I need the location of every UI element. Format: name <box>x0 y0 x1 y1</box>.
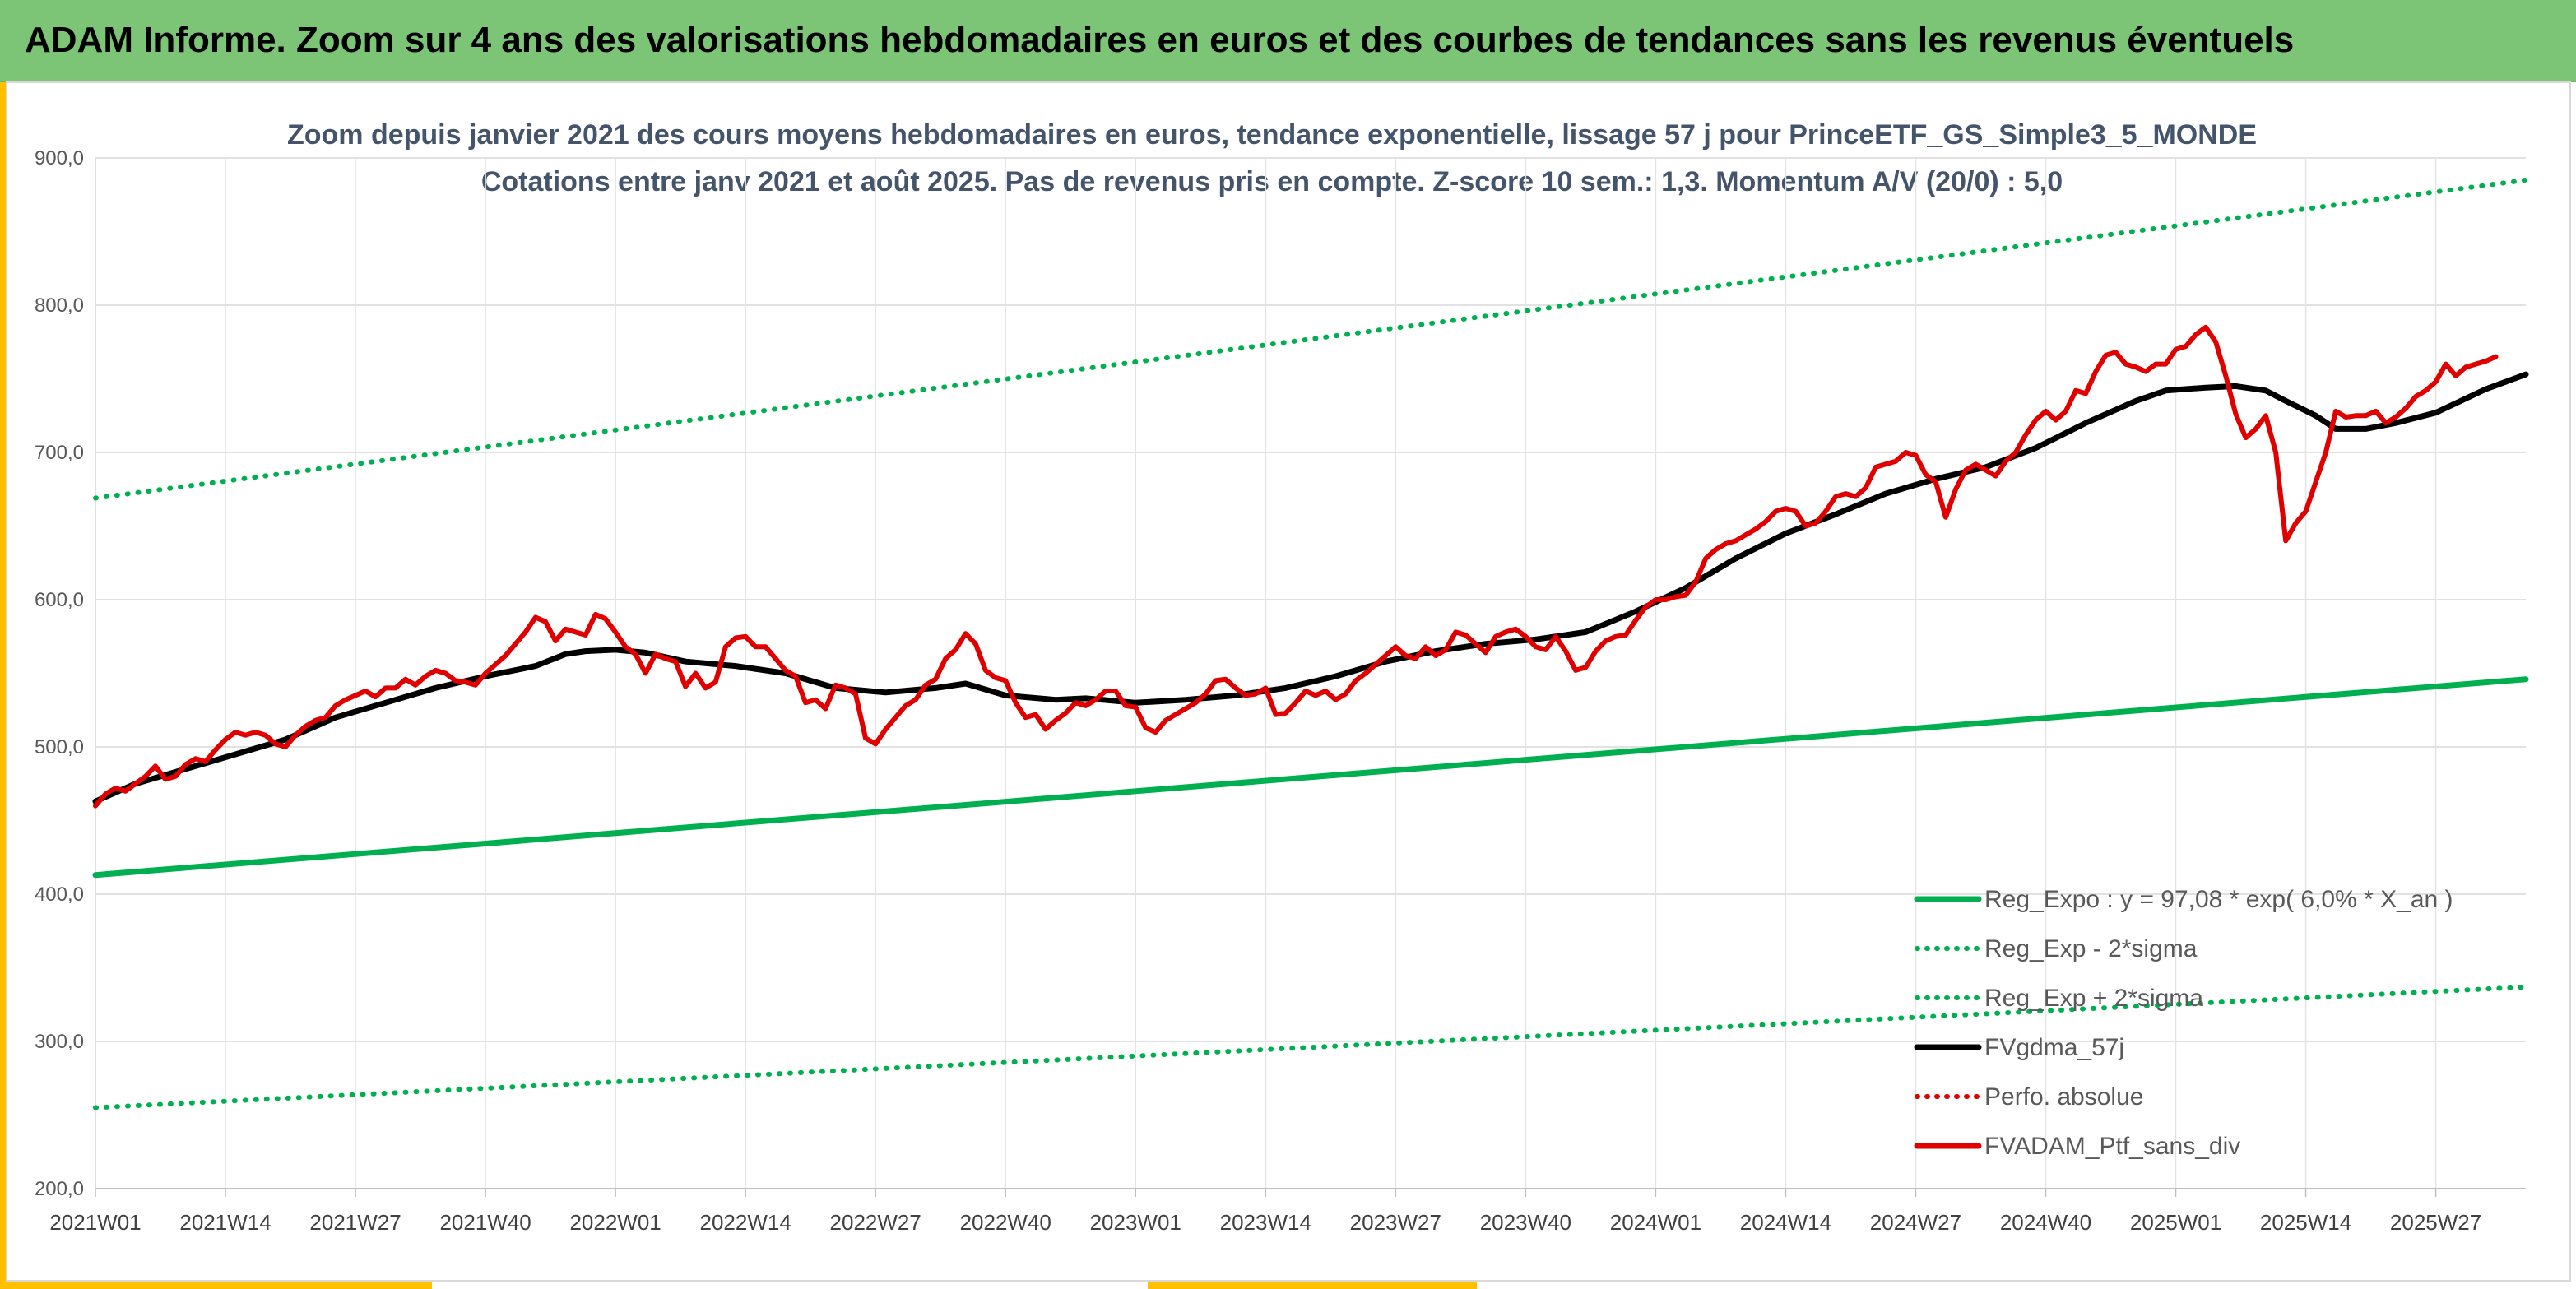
chart-title-line2: Cotations entre janv 2021 et août 2025. … <box>481 166 2063 197</box>
y-tick-label: 600,0 <box>35 589 84 611</box>
y-tick-label: 500,0 <box>35 736 84 758</box>
x-tick-label: 2022W14 <box>700 1210 791 1235</box>
accent-bar-bottom-mid <box>1148 1281 1477 1289</box>
x-tick-label: 2022W40 <box>960 1210 1051 1235</box>
x-tick-label: 2021W27 <box>309 1210 401 1235</box>
banner-title: ADAM Informe. Zoom sur 4 ans des valoris… <box>25 20 2295 60</box>
series-line-3 <box>92 371 2529 804</box>
grid <box>95 157 2526 1189</box>
legend-label-4: Perfo. absolue <box>1984 1083 2143 1110</box>
x-tick-label: 2024W40 <box>2000 1210 2091 1235</box>
legend-label-1: Reg_Exp - 2*sigma <box>1984 935 2198 962</box>
series-lines <box>92 177 2529 1110</box>
x-tick-label: 2023W40 <box>1480 1210 1571 1235</box>
chart-frame <box>6 81 2571 1282</box>
legend-label-5: FVADAM_Ptf_sans_div <box>1984 1133 2240 1160</box>
x-tick-label: 2024W27 <box>1870 1210 1961 1235</box>
x-tick-label: 2021W01 <box>49 1210 141 1235</box>
y-tick-label: 400,0 <box>35 883 84 906</box>
x-tick-label: 2023W14 <box>1220 1210 1311 1235</box>
x-tick-label: 2024W14 <box>1740 1210 1831 1235</box>
x-tick-label: 2025W01 <box>2130 1210 2221 1235</box>
x-tick-label: 2023W01 <box>1090 1210 1181 1235</box>
x-tick-label: 2023W27 <box>1350 1210 1441 1235</box>
x-tick-label: 2021W40 <box>439 1210 531 1235</box>
legend-label-2: Reg_Exp + 2*sigma <box>1984 985 2203 1012</box>
series-line-0 <box>92 676 2529 879</box>
y-tick-label: 200,0 <box>35 1178 84 1200</box>
x-tick-label: 2022W01 <box>569 1210 661 1235</box>
title-banner: ADAM Informe. Zoom sur 4 ans des valoris… <box>0 0 2576 82</box>
series-line-2 <box>93 177 2528 501</box>
x-tick-label: 2024W01 <box>1610 1210 1701 1235</box>
x-tick-label: 2025W14 <box>2260 1210 2351 1235</box>
series-line-1 <box>93 984 2528 1110</box>
legend-label-3: FVgdma_57j <box>1984 1034 2124 1061</box>
legend-label-0: Reg_Expo : y = 97,08 * exp( 6,0% * X_an … <box>1984 886 2453 913</box>
accent-bar-bottom-left <box>0 1281 432 1289</box>
x-tick-label: 2021W14 <box>179 1210 271 1235</box>
left-accent-rule <box>0 82 7 1289</box>
y-tick-label: 700,0 <box>35 442 84 464</box>
axes: 200,0 300,0 400,0 500,0 600,0 700,0 800,0 900,0… <box>35 147 2526 1235</box>
x-tick-label: 2025W27 <box>2390 1210 2481 1235</box>
y-tick-label: 300,0 <box>35 1031 84 1053</box>
chart-title-line1: Zoom depuis janvier 2021 des cours moyen… <box>287 119 2257 151</box>
series-line-5 <box>93 324 2499 809</box>
y-tick-label: 800,0 <box>35 294 84 317</box>
y-tick-label: 900,0 <box>35 147 84 169</box>
x-tick-label: 2022W27 <box>830 1210 921 1235</box>
legend: Reg_Expo : y = 97,08 * exp( 6,0% * X_an … <box>1914 886 2453 1160</box>
